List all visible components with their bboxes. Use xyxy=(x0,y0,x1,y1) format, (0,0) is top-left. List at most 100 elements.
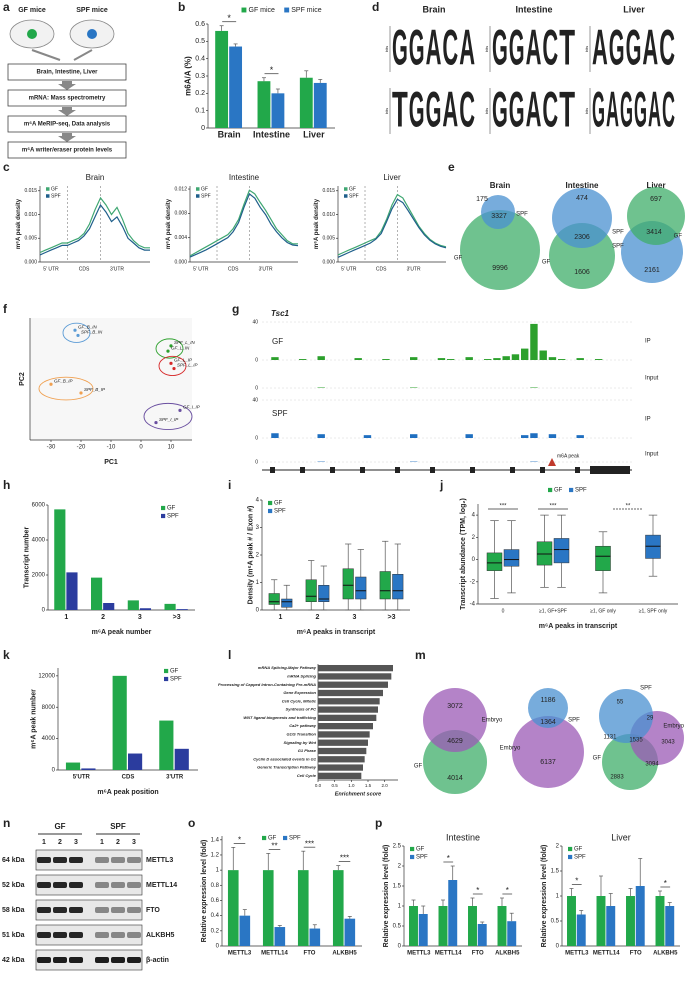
y-tick-label: 0 xyxy=(255,435,258,441)
y-tick-label: 0.005 xyxy=(322,236,335,242)
y-tick-label: -2 xyxy=(470,579,476,585)
venn-circle xyxy=(460,210,540,290)
coverage-bar xyxy=(465,434,473,438)
point xyxy=(172,366,176,371)
bar xyxy=(139,608,152,610)
blot-band xyxy=(111,957,125,963)
bar xyxy=(318,689,383,697)
bar xyxy=(112,675,127,770)
blot-band xyxy=(111,857,125,863)
bar xyxy=(477,924,487,946)
blot-band xyxy=(53,932,67,938)
logo-letter: A xyxy=(648,82,661,138)
y-tick-label: 3 xyxy=(256,525,260,531)
legend-swatch xyxy=(344,194,348,198)
lane-label: 3 xyxy=(132,839,136,846)
blot-band xyxy=(69,932,83,938)
y-tick-label: 0.2 xyxy=(195,90,205,97)
legend-swatch xyxy=(46,194,50,198)
venn-label: GF xyxy=(414,764,423,770)
y-tick-label: -4 xyxy=(470,602,476,608)
point-label: SPF_B_IP xyxy=(84,387,105,392)
box xyxy=(503,549,520,567)
coverage-bar xyxy=(530,433,538,438)
venn-count: 3043 xyxy=(661,740,675,746)
x-tick-label: 2 xyxy=(101,614,105,621)
blot-band xyxy=(111,882,125,888)
logo-title: Intestine xyxy=(515,4,552,14)
y-axis-label: PC2 xyxy=(19,372,26,386)
x-tick-label: 2 xyxy=(316,614,320,621)
bar xyxy=(497,906,507,946)
y-tick-label: 0.1 xyxy=(195,108,205,115)
point xyxy=(79,391,83,395)
mouse-label: SPF mice xyxy=(76,7,108,14)
bar xyxy=(418,914,428,946)
x-tick-label: 3'UTR xyxy=(166,775,184,781)
panel-letter: c xyxy=(3,160,10,174)
coverage-bar xyxy=(317,434,325,438)
legend-swatch xyxy=(568,854,573,860)
exon xyxy=(270,467,275,473)
panel-letter: m xyxy=(415,648,426,662)
panel-letter: e xyxy=(448,160,455,174)
point-label: GF_L_IP xyxy=(174,358,192,363)
peak-label: m6A peak xyxy=(557,453,580,459)
logo-title: Liver xyxy=(623,4,645,14)
sig-label: * xyxy=(447,854,450,863)
point xyxy=(166,349,170,353)
bar xyxy=(332,870,344,946)
sig-label: * xyxy=(664,879,667,888)
logo-letter: T xyxy=(559,20,575,76)
blot-band xyxy=(69,857,83,863)
logo-letter: C xyxy=(662,82,675,138)
sig-label: * xyxy=(476,886,479,895)
track-label: Input xyxy=(645,452,659,458)
exon xyxy=(540,467,545,473)
panel-letter: n xyxy=(3,816,10,830)
logo-letter: A xyxy=(526,20,542,76)
venn-label: GF xyxy=(593,756,602,762)
kda-label: 51 kDa xyxy=(2,932,25,939)
sample-label: SPF xyxy=(272,409,288,418)
venn-count: 2306 xyxy=(574,234,590,241)
legend-swatch xyxy=(283,835,288,841)
bar xyxy=(409,906,418,946)
y-tick-label: 0.4 xyxy=(195,56,205,63)
y-tick-label: 0 xyxy=(52,768,56,774)
bar xyxy=(576,914,586,946)
logo-letter: G xyxy=(392,20,408,76)
sig-label: * xyxy=(575,877,578,886)
coverage-bar xyxy=(576,435,584,438)
blot-band xyxy=(53,857,67,863)
logo-letter: A xyxy=(442,82,458,138)
x-tick-label: 5' UTR xyxy=(43,266,59,272)
x-tick-label: 10 xyxy=(168,445,175,451)
y-axis-label: Relative expression level (fold) xyxy=(541,845,548,948)
coverage-bar xyxy=(595,359,603,360)
legend-label: SPF xyxy=(274,509,286,515)
venn-count: 6137 xyxy=(540,759,556,766)
x-tick-label: >3 xyxy=(173,614,181,621)
kda-label: 52 kDa xyxy=(2,882,25,889)
y-axis-label: m⁶A peak number xyxy=(30,689,37,749)
mouse-dot xyxy=(27,29,37,39)
y-tick-label: Processing of Capped Intron-Containing P… xyxy=(218,682,316,687)
blot-band xyxy=(95,882,109,888)
bar xyxy=(127,600,139,610)
venn-circle xyxy=(512,716,584,788)
bar xyxy=(54,509,66,610)
bar xyxy=(507,921,517,946)
venn-count: 55 xyxy=(617,700,624,706)
blot-band xyxy=(95,932,109,938)
panel-letter: l xyxy=(228,648,231,662)
legend-label: SPF xyxy=(574,855,586,861)
venn-circle xyxy=(481,195,515,229)
x-tick-label: 2.0 xyxy=(382,783,389,788)
logo-letter: A xyxy=(606,82,619,138)
group-ellipse xyxy=(38,376,94,401)
logo-axis-label: bits xyxy=(484,108,489,114)
chart-title: Intestine xyxy=(229,173,260,182)
protein-label: METTL3 xyxy=(146,857,173,864)
mouse-dot xyxy=(87,29,97,39)
